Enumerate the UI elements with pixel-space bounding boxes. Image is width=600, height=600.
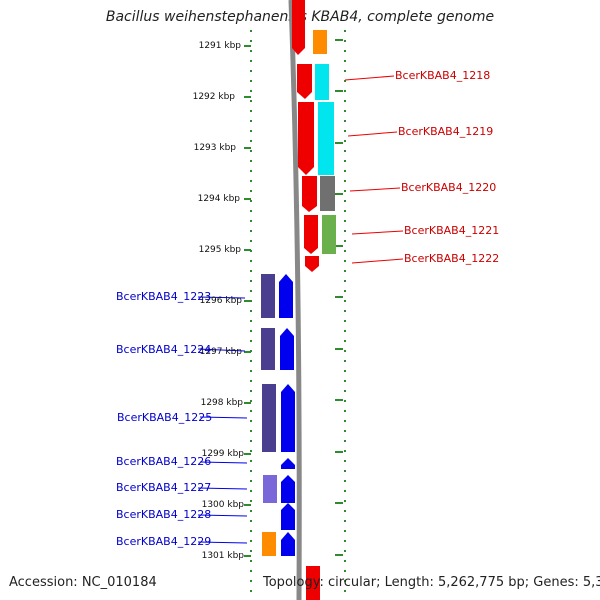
gene-arrow-bottom	[306, 566, 320, 600]
gene-arrow-1226	[281, 458, 295, 469]
cog-lightpurple-1227	[263, 475, 277, 503]
gene-arrow-top	[292, 0, 305, 55]
cog-orange-top	[313, 30, 327, 54]
gene-label-1227[interactable]: BcerKBAB4_1227	[116, 481, 212, 494]
gene-label-1220[interactable]: BcerKBAB4_1220	[401, 181, 497, 194]
blue-callouts	[197, 296, 248, 544]
cog-cyan-1218	[315, 64, 329, 100]
gene-arrow-1218	[297, 64, 312, 99]
gene-label-1225[interactable]: BcerKBAB4_1225	[117, 411, 213, 424]
gene-arrow-1219	[298, 102, 314, 175]
gene-label-1219[interactable]: BcerKBAB4_1219	[398, 125, 494, 138]
gene-arrow-1221	[304, 215, 318, 254]
gene-arrow-1220	[302, 176, 317, 212]
cog-gray-1220	[320, 176, 335, 211]
ruler-tick-label: 1300 kbp	[201, 500, 244, 510]
ruler-tick-label: 1298 kbp	[200, 398, 243, 408]
ruler-tick-label: 1296 kbp	[199, 296, 242, 306]
gene-label-1218[interactable]: BcerKBAB4_1218	[395, 69, 491, 82]
gene-arrow-1227	[281, 475, 295, 503]
blue-cog-boxes	[261, 274, 277, 556]
gene-arrow-1223	[279, 274, 293, 318]
gene-arrow-1224	[280, 328, 294, 370]
accession-text: Accession: NC_010184	[9, 575, 157, 590]
red-callouts	[344, 75, 404, 264]
genome-stats-text: Topology: circular; Length: 5,262,775 bp…	[263, 575, 600, 590]
gene-label-1226[interactable]: BcerKBAB4_1226	[116, 455, 212, 468]
gene-label-1222[interactable]: BcerKBAB4_1222	[404, 252, 500, 265]
gene-arrow-1225	[281, 384, 295, 452]
ruler-tick-label: 1299 kbp	[201, 449, 244, 459]
cog-orange-1229	[262, 532, 276, 556]
ruler-tick-label: 1293 kbp	[193, 143, 236, 153]
red-cog-boxes	[313, 30, 336, 254]
cog-purple-1224	[261, 328, 275, 370]
red-gene-arrows	[292, 0, 320, 600]
ruler-tick-label: 1295 kbp	[198, 245, 241, 255]
cog-purple-1225	[262, 384, 276, 452]
ruler-tick-label: 1294 kbp	[197, 194, 240, 204]
ruler-tick-label: 1291 kbp	[198, 41, 241, 51]
cog-cyan-1219	[318, 102, 334, 175]
gene-arrow-1229	[281, 532, 295, 556]
gene-label-1223[interactable]: BcerKBAB4_1223	[116, 290, 212, 303]
ruler-tick-label: 1301 kbp	[201, 551, 244, 561]
gene-label-1221[interactable]: BcerKBAB4_1221	[404, 224, 500, 237]
genome-backbone	[288, 0, 302, 600]
gene-arrow-1222	[305, 256, 319, 272]
gene-label-1229[interactable]: BcerKBAB4_1229	[116, 535, 212, 548]
ruler-ticks	[244, 39, 343, 557]
cog-green-1221	[322, 215, 336, 254]
ruler-tick-label: 1297 kbp	[199, 347, 242, 357]
gene-label-1228[interactable]: BcerKBAB4_1228	[116, 508, 212, 521]
cog-purple-1223	[261, 274, 275, 318]
blue-gene-arrows	[279, 274, 295, 556]
ruler-tick-label: 1292 kbp	[192, 92, 235, 102]
gene-arrow-1228	[281, 503, 295, 530]
gene-label-1224[interactable]: BcerKBAB4_1224	[116, 343, 212, 356]
